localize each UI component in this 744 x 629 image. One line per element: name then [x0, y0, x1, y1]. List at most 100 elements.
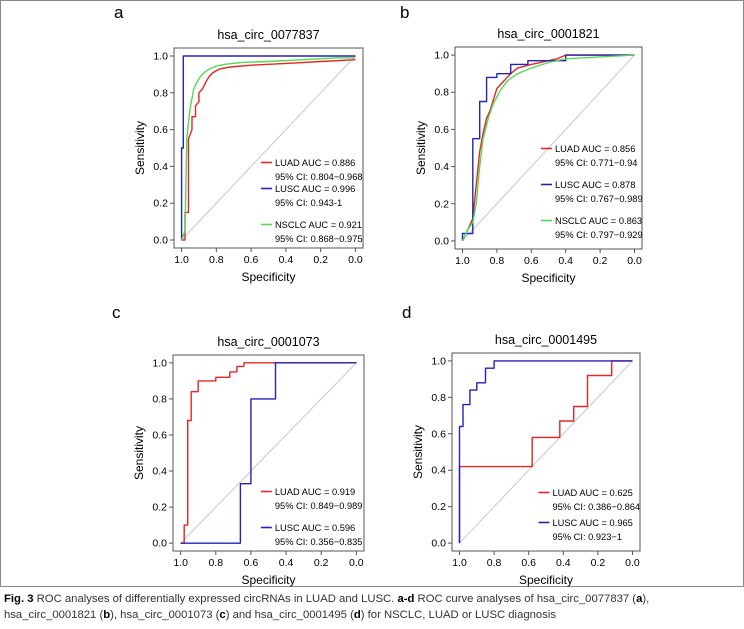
- x-tick-label: 1.0: [452, 557, 467, 569]
- panel-letter: b: [400, 3, 409, 22]
- legend-ci-luad: 95% CI: 0.804−0.968: [275, 172, 363, 182]
- roc-curve-nsclc: [461, 54, 635, 242]
- roc-curve-luad: [180, 362, 357, 544]
- legend-auc-nsclc: NSCLC AUC = 0.863: [555, 216, 642, 226]
- x-axis-label: Specificity: [519, 573, 573, 587]
- x-tick-label: 0.0: [625, 557, 640, 569]
- plot-frame: [454, 46, 643, 250]
- legend-auc-lusc: LUSC AUC = 0.878: [555, 180, 635, 190]
- legend-auc-luad: LUAD AUC = 0.625: [552, 488, 632, 498]
- panel-letter: c: [112, 303, 121, 322]
- legend-auc-luad: LUAD AUC = 0.886: [275, 158, 355, 168]
- legend-auc-nsclc: NSCLC AUC = 0.921: [275, 220, 362, 230]
- y-tick-label: 0.0: [434, 235, 449, 247]
- y-tick-label: 0.6: [152, 429, 167, 441]
- reference-diagonal: [180, 362, 357, 544]
- roc-curve-lusc: [458, 360, 633, 544]
- y-tick-label: 0.8: [434, 87, 449, 99]
- y-tick-label: 0.8: [153, 87, 168, 99]
- chart-title: hsa_circ_0077837: [217, 28, 319, 42]
- panel-b: b hsa_circ_0001821 1.0 0.8 0.6 0.4 0.2 0.0 0.0 0.…: [400, 3, 643, 285]
- x-tick-label: 0.2: [593, 255, 608, 267]
- x-tick-label: 1.0: [174, 254, 189, 266]
- y-tick-label: 1.0: [434, 50, 449, 62]
- caption-ref-d: d: [353, 609, 361, 621]
- caption-part3: ), hsa_circ_0001821 (: [4, 593, 650, 621]
- panel-letter: d: [402, 303, 411, 322]
- x-tick-label: 0.0: [349, 557, 364, 569]
- caption-bold-range: a-d: [397, 593, 415, 605]
- x-tick-label: 0.6: [244, 254, 259, 266]
- reference-diagonal: [181, 55, 356, 241]
- x-tick-label: 0.8: [208, 557, 223, 569]
- legend-ci-luad: 95% CI: 0.849−0.989: [275, 501, 363, 511]
- y-tick-label: 0.2: [431, 501, 446, 513]
- y-tick-label: 0.2: [434, 198, 449, 210]
- y-axis-label: Sensitivity: [132, 426, 146, 480]
- y-tick-label: 0.8: [431, 392, 446, 404]
- caption-part5: ) and hsa_circ_0001495 (: [225, 609, 354, 621]
- legend-ci-nsclc: 95% CI: 0.797−0.929: [555, 230, 643, 240]
- x-tick-label: 0.2: [314, 557, 329, 569]
- y-tick-label: 0.4: [431, 465, 446, 477]
- plot-frame: [451, 352, 641, 552]
- y-tick-label: 0.2: [153, 198, 168, 210]
- y-tick-label: 0.6: [431, 428, 446, 440]
- y-tick-label: 0.2: [152, 502, 167, 514]
- legend-auc-luad: LUAD AUC = 0.919: [275, 487, 355, 497]
- y-tick-label: 0.0: [152, 538, 167, 550]
- legend-ci-luad: 95% CI: 0.386−0.864: [552, 502, 640, 512]
- legend-auc-luad: LUAD AUC = 0.856: [555, 144, 635, 154]
- roc-curve-lusc: [461, 54, 635, 241]
- reference-diagonal: [459, 360, 633, 544]
- y-tick-label: 0.4: [434, 161, 449, 173]
- x-tick-label: 0.4: [279, 254, 294, 266]
- x-tick-label: 0.8: [490, 255, 505, 267]
- y-tick-label: 1.0: [431, 355, 446, 367]
- roc-curve-nsclc: [180, 57, 356, 241]
- caption-part4: ), hsa_circ_0001073 (: [110, 609, 220, 621]
- legend-auc-lusc: LUSC AUC = 0.596: [275, 523, 355, 533]
- legend-ci-lusc: 95% CI: 0.923−1: [552, 532, 622, 542]
- panel-a: a hsa_circ_0077837 1.0 0.8 0.6 0.4 0.2 0.0 0.0 0.…: [114, 3, 364, 284]
- y-tick-label: 0.8: [152, 393, 167, 405]
- x-axis-label: Specificity: [241, 270, 295, 284]
- y-tick-label: 0.4: [153, 161, 168, 173]
- legend-ci-lusc: 95% CI: 0.356−0.835: [275, 537, 363, 547]
- caption-part6: ) for NSCLC, LUAD or LUSC diagnosis: [360, 609, 557, 621]
- caption-ref-b: b: [103, 609, 111, 621]
- x-tick-label: 0.6: [524, 255, 539, 267]
- chart-title: hsa_circ_0001495: [495, 333, 597, 347]
- legend-ci-luad: 95% CI: 0.771−0.94: [555, 158, 637, 168]
- x-tick-label: 0.4: [279, 557, 294, 569]
- x-tick-label: 0.2: [313, 254, 328, 266]
- x-tick-label: 0.0: [348, 254, 363, 266]
- x-tick-label: 0.8: [487, 557, 502, 569]
- legend-auc-lusc: LUSC AUC = 0.996: [275, 184, 355, 194]
- panel-d: d hsa_circ_0001495 1.0 0.8 0.6 0.4 0.2 0.0 0.0 0.…: [402, 303, 641, 587]
- legend-ci-lusc: 95% CI: 0.767−0.989: [555, 194, 643, 204]
- x-tick-label: 0.6: [521, 557, 536, 569]
- caption-part2: ROC curve analyses of hsa_circ_0077837 (: [414, 593, 637, 605]
- chart-title: hsa_circ_0001073: [217, 335, 319, 349]
- caption-ref-c: c: [219, 609, 226, 621]
- y-tick-label: 0.4: [152, 466, 167, 478]
- chart-title: hsa_circ_0001821: [497, 27, 599, 41]
- roc-curve-lusc: [180, 362, 357, 544]
- y-tick-label: 0.6: [153, 124, 168, 136]
- x-tick-label: 0.8: [209, 254, 224, 266]
- y-axis-label: Sensitivity: [411, 425, 425, 479]
- legend-ci-lusc: 95% CI: 0.943-1: [275, 198, 342, 208]
- roc-curve-lusc: [180, 55, 356, 240]
- caption-ref-a: a: [636, 593, 643, 605]
- caption-part1: ROC analyses of differentially expressed…: [33, 593, 398, 605]
- x-tick-label: 1.0: [455, 255, 470, 267]
- x-tick-label: 0.0: [627, 255, 642, 267]
- y-tick-label: 1.0: [152, 357, 167, 369]
- roc-curve-luad: [181, 59, 356, 241]
- outer-border: [0, 0, 744, 587]
- y-tick-label: 0.0: [431, 538, 446, 550]
- x-tick-label: 0.2: [591, 557, 606, 569]
- figure-caption: Fig. 3 ROC analyses of differentially ex…: [4, 591, 740, 623]
- y-tick-label: 0.0: [153, 235, 168, 247]
